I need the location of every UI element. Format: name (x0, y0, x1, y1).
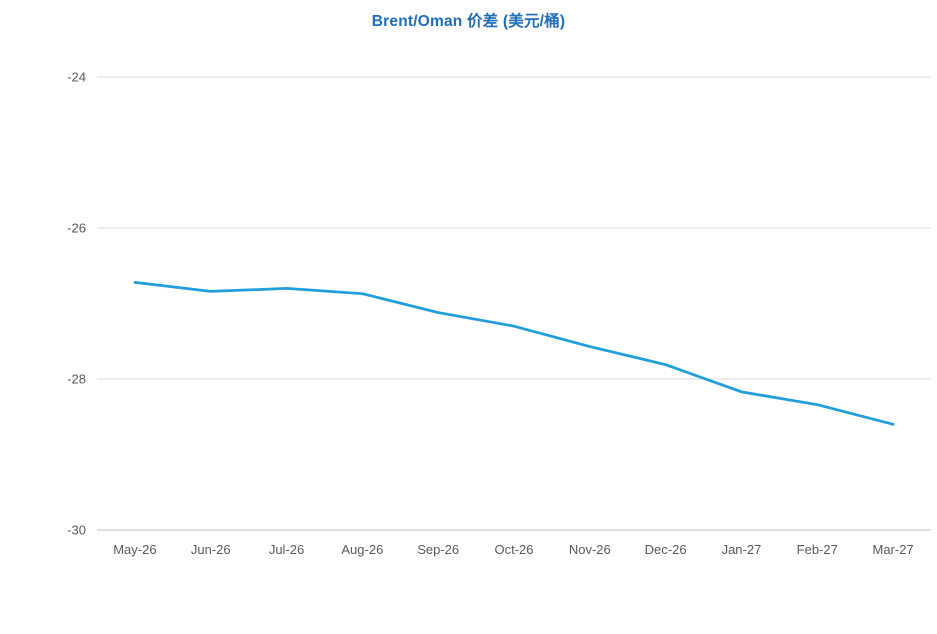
chart-title: Brent/Oman 价差 (美元/桶) (371, 13, 566, 30)
x-axis-tick-label: Feb-27 (797, 542, 838, 557)
y-axis-tick-label: -28 (67, 372, 86, 387)
x-axis-tick-label: Jan-27 (722, 542, 762, 557)
y-axis-tick-label: -30 (67, 523, 86, 538)
y-axis-tick-label: -24 (67, 70, 86, 85)
x-axis-tick-label: Sep-26 (417, 542, 459, 557)
x-axis-tick-label: Jul-26 (269, 542, 304, 557)
x-axis-tick-label: May-26 (113, 542, 156, 557)
x-axis-tick-label: Nov-26 (569, 542, 611, 557)
x-axis-tick-label: Mar-27 (872, 542, 913, 557)
data-series-line (133, 280, 895, 426)
x-axis-tick-label: Jun-26 (191, 542, 231, 557)
x-axis-tick-label: Aug-26 (341, 542, 383, 557)
x-axis-tick-label: Oct-26 (494, 542, 533, 557)
y-axis-tick-label: -26 (67, 221, 86, 236)
x-axis-tick-label: Dec-26 (645, 542, 687, 557)
